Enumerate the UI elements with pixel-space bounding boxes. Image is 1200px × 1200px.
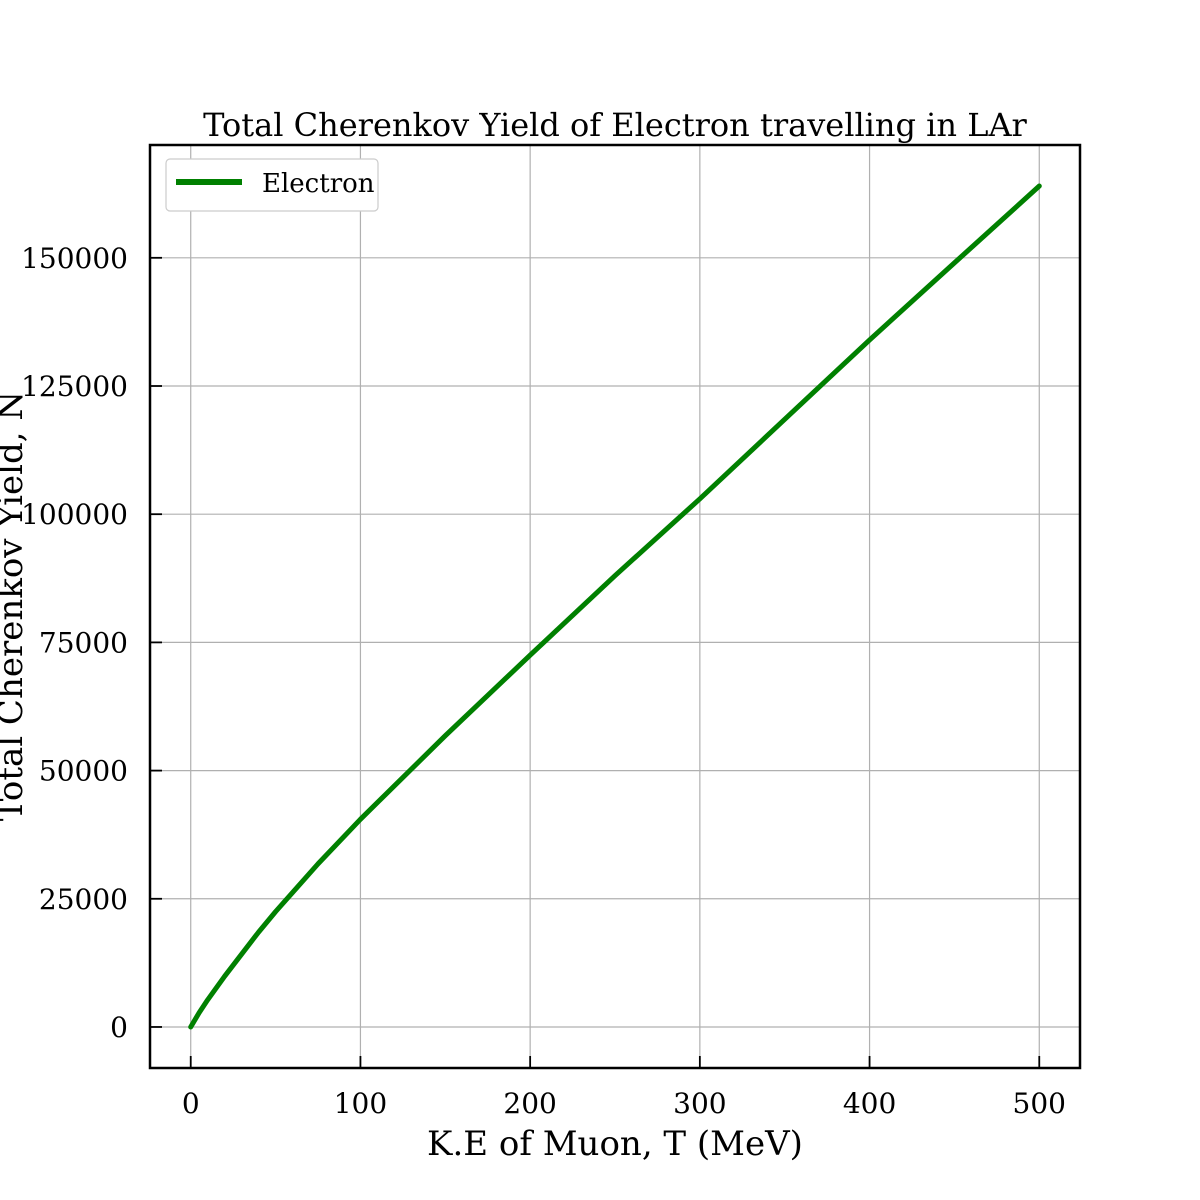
chart-title: Total Cherenkov Yield of Electron travel… — [203, 106, 1027, 144]
y-tick-label: 50000 — [39, 755, 128, 788]
x-tick-label: 200 — [503, 1087, 556, 1120]
x-tick-label: 500 — [1013, 1087, 1066, 1120]
x-tick-label: 300 — [673, 1087, 726, 1120]
y-axis-label: Total Cherenkov Yield, N — [0, 391, 31, 821]
legend: Electron — [165, 158, 379, 212]
plot-frame — [148, 143, 1082, 1070]
ticks: 0 100 200 300 400 500 0 25000 50000 75000 100000 12… — [21, 242, 1066, 1120]
y-tick-label: 0 — [110, 1011, 128, 1044]
y-tick-label: 150000 — [21, 242, 128, 275]
series-line-electron — [188, 183, 1042, 1030]
y-tick-label: 125000 — [21, 370, 128, 403]
x-tick-label: 400 — [843, 1087, 896, 1120]
y-tick-label: 25000 — [39, 883, 128, 916]
grid — [150, 145, 1080, 1068]
x-axis-label: K.E of Muon, T (MeV) — [427, 1124, 803, 1164]
y-tick-label: 100000 — [21, 498, 128, 531]
x-tick-label: 100 — [334, 1087, 387, 1120]
series-line-group — [188, 183, 1042, 1030]
x-tick-label: 0 — [182, 1087, 200, 1120]
legend-box — [165, 158, 379, 212]
y-tick-label: 75000 — [39, 626, 128, 659]
legend-label-electron: Electron — [262, 169, 375, 199]
